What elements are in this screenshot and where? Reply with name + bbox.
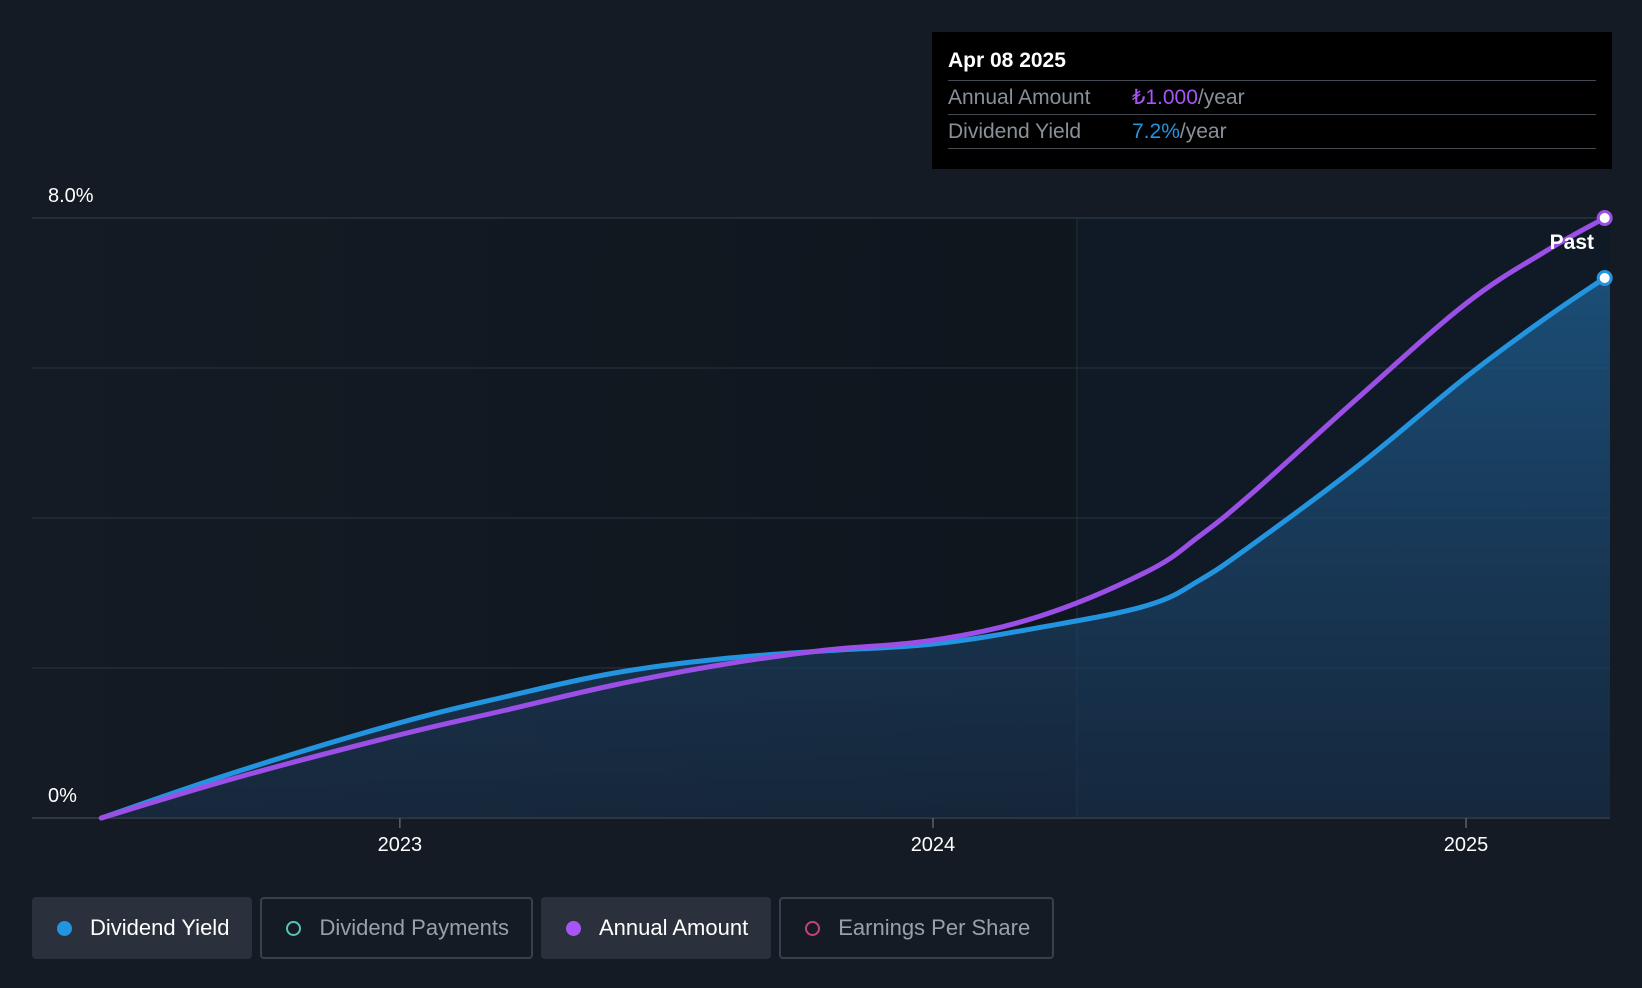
series-endpoint: [1596, 210, 1613, 226]
legend-dot-icon: [57, 920, 72, 936]
legend-toggle-dividend-payments[interactable]: Dividend Payments: [260, 897, 533, 959]
legend-dot-icon: [805, 920, 821, 936]
legend-label: Dividend Yield: [90, 915, 230, 940]
past-region-label: Past: [1550, 231, 1594, 254]
x-tick-label: 2023: [378, 834, 423, 856]
tooltip-unit: /year: [1197, 86, 1245, 109]
tooltip-row-dividend-yield: Dividend Yield 7.2% /year: [948, 115, 1596, 149]
series-endpoint: [1596, 270, 1613, 286]
tooltip-label: Annual Amount: [948, 86, 1091, 109]
tooltip-label: Dividend Yield: [948, 120, 1082, 143]
series-line-dividend-yield: [98, 275, 1608, 821]
tooltip-value: 7.2%: [1132, 120, 1180, 143]
x-tick-label: 2024: [911, 834, 956, 856]
x-tick-label: 2025: [1444, 834, 1489, 856]
legend-toggle-earnings-per-share[interactable]: Earnings Per Share: [779, 897, 1055, 959]
tooltip-unit: /year: [1179, 120, 1227, 143]
tooltip-value: ₺1.000: [1132, 86, 1198, 109]
legend-toggle-annual-amount[interactable]: Annual Amount: [540, 897, 772, 959]
legend-dot-icon: [565, 920, 581, 936]
legend-label: Earnings Per Share: [838, 915, 1031, 940]
tooltip-date: Apr 08 2025: [948, 46, 1596, 81]
y-tick-label: 0%: [48, 785, 77, 807]
hover-tooltip: Apr 08 2025 Annual Amount ₺1.000 /year D…: [932, 32, 1612, 169]
legend-toggle-dividend-yield[interactable]: Dividend Yield: [32, 897, 253, 959]
dividend-chart: 8.0% 0% 2023 2024 2025 Past: [32, 185, 1613, 856]
legend-label: Dividend Payments: [319, 915, 509, 940]
legend-label: Annual Amount: [598, 915, 749, 940]
tooltip-row-annual-amount: Annual Amount ₺1.000 /year: [948, 81, 1596, 115]
series-line-annual-amount: [98, 215, 1608, 821]
y-tick-label: 8.0%: [48, 185, 94, 207]
series-area-dividend-yield: [101, 278, 1610, 818]
legend-dot-icon: [286, 920, 302, 936]
chart-legend: Dividend Yield Dividend Payments Annual …: [32, 897, 1055, 959]
